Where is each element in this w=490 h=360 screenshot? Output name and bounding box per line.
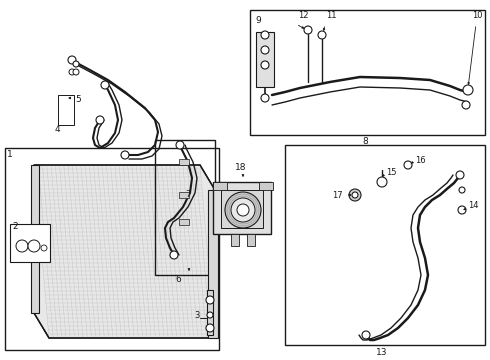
Circle shape <box>231 198 255 222</box>
Circle shape <box>101 81 109 89</box>
Text: 1: 1 <box>7 150 13 159</box>
Circle shape <box>41 245 47 251</box>
Text: 5: 5 <box>75 95 81 104</box>
Circle shape <box>304 26 312 34</box>
Bar <box>221 190 263 228</box>
Circle shape <box>261 94 269 102</box>
Circle shape <box>73 69 79 75</box>
Circle shape <box>225 192 261 228</box>
Text: 11: 11 <box>326 11 337 20</box>
Circle shape <box>73 61 79 67</box>
Circle shape <box>463 85 473 95</box>
Circle shape <box>462 101 470 109</box>
Circle shape <box>207 312 213 318</box>
Circle shape <box>176 141 184 149</box>
Circle shape <box>261 31 269 39</box>
Circle shape <box>318 31 326 39</box>
Circle shape <box>69 69 75 75</box>
Text: 2: 2 <box>12 222 18 231</box>
Bar <box>5 148 219 350</box>
Circle shape <box>362 331 370 339</box>
Circle shape <box>28 240 40 252</box>
Text: 16: 16 <box>415 156 426 165</box>
Text: 6: 6 <box>175 275 181 284</box>
Circle shape <box>96 116 104 124</box>
Text: 8: 8 <box>362 137 368 146</box>
Bar <box>155 140 215 275</box>
Bar <box>179 159 189 165</box>
Bar <box>231 234 239 246</box>
Circle shape <box>352 192 358 198</box>
Text: 17: 17 <box>332 190 343 199</box>
Bar <box>58 95 74 125</box>
Text: 12: 12 <box>298 11 309 20</box>
Bar <box>285 145 485 345</box>
Circle shape <box>206 324 214 332</box>
Bar <box>179 192 189 198</box>
Text: 9: 9 <box>255 16 261 25</box>
Circle shape <box>404 161 412 169</box>
Bar <box>208 190 218 338</box>
Bar <box>179 219 189 225</box>
Text: 18: 18 <box>235 163 247 172</box>
Circle shape <box>121 151 129 159</box>
Bar <box>207 290 213 335</box>
Circle shape <box>261 61 269 69</box>
Bar <box>213 182 227 190</box>
Circle shape <box>458 206 466 214</box>
Bar <box>259 182 273 190</box>
Bar <box>213 182 271 234</box>
Text: 15: 15 <box>386 167 396 176</box>
Circle shape <box>349 189 361 201</box>
Bar <box>247 234 255 246</box>
Circle shape <box>237 204 249 216</box>
Circle shape <box>456 171 464 179</box>
Circle shape <box>68 56 76 64</box>
Circle shape <box>170 251 178 259</box>
Bar <box>10 224 50 262</box>
Circle shape <box>261 46 269 54</box>
Text: 3: 3 <box>195 311 200 320</box>
Circle shape <box>377 177 387 187</box>
Bar <box>250 10 485 135</box>
Text: 14: 14 <box>468 201 479 210</box>
Circle shape <box>206 296 214 304</box>
Text: 4: 4 <box>55 125 61 134</box>
Circle shape <box>459 187 465 193</box>
Text: 10: 10 <box>472 11 483 20</box>
Bar <box>31 165 39 313</box>
Text: 13: 13 <box>376 348 388 357</box>
Circle shape <box>16 240 28 252</box>
Text: 7: 7 <box>185 190 191 199</box>
Polygon shape <box>34 165 215 338</box>
Bar <box>256 32 274 87</box>
